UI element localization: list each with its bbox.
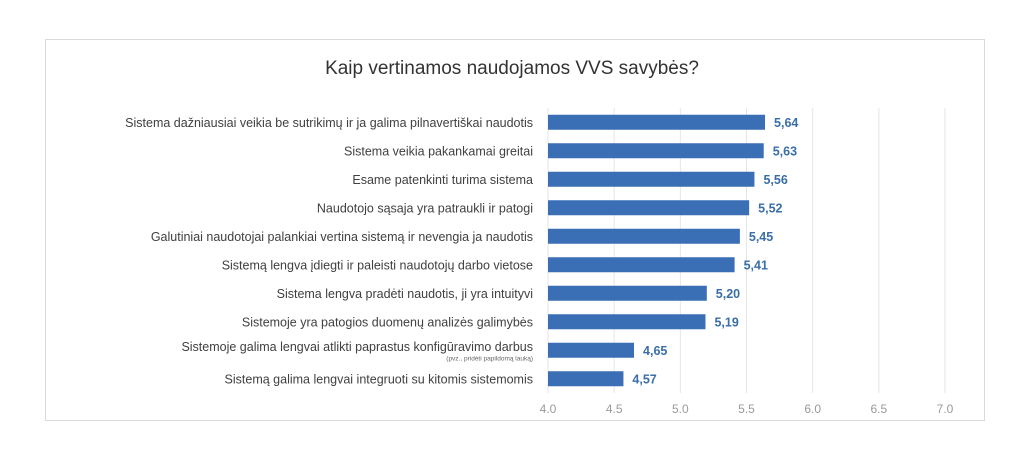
category-label: Sistema dažniausiai veikia be sutrikimų … [125,116,533,130]
bar [548,200,750,216]
bar [548,371,624,387]
chart-title: Kaip vertinamos naudojamos VVS savybės? [325,58,699,79]
category-label: Esame patenkinti turima sistema [352,173,533,187]
category-label: Galutiniai naudotojai palankiai vertina … [151,230,533,244]
x-tick-label: 4.0 [540,402,557,416]
x-tick-label: 7.0 [937,402,954,416]
bar [548,314,706,330]
bar [548,114,766,130]
chart-frame [45,39,985,421]
category-label: Sistema veikia pakankamai greitai [344,144,533,158]
bar [548,342,635,358]
bar [548,285,707,301]
tick-layer: 4.0 4.5 5.0 5.5 6.0 6.5 7.0 [540,402,954,416]
value-label: 4,57 [632,372,656,386]
value-label: 4,65 [643,344,667,358]
x-tick-label: 4.5 [606,402,623,416]
category-label: Sistemoje yra patogios duomenų analizės … [242,315,533,329]
value-label: 5,20 [716,287,740,301]
value-label: 5,63 [773,144,797,158]
bar [548,143,764,159]
value-label: 5,19 [714,315,738,329]
value-label: 5,64 [774,116,798,130]
x-tick-label: 6.5 [870,402,887,416]
value-label: 5,41 [744,258,768,272]
value-label: 5,52 [758,201,782,215]
category-label: Sistemą lengva įdiegti ir paleisti naudo… [222,258,533,272]
bar [548,171,755,187]
x-tick-label: 5.5 [738,402,755,416]
bar [548,228,740,244]
category-label: Sistema lengva pradėti naudotis, ji yra … [277,287,533,301]
label-layer: 5,64 Sistema dažniausiai veikia be sutrik… [125,116,798,387]
category-label: Sistemoje galima lengvai atlikti paprast… [181,340,533,354]
x-tick-label: 6.0 [804,402,821,416]
value-label: 5,45 [749,230,773,244]
bar-layer [548,114,766,387]
category-label: Sistemą galima lengvai integruoti su kit… [225,372,533,386]
bar [548,257,735,273]
category-label: Naudotojo sąsaja yra patraukli ir patogi [317,201,533,215]
x-tick-label: 5.0 [672,402,689,416]
category-note: (pvz., pridėti papildomą lauką) [446,355,533,362]
value-label: 5,56 [763,173,787,187]
